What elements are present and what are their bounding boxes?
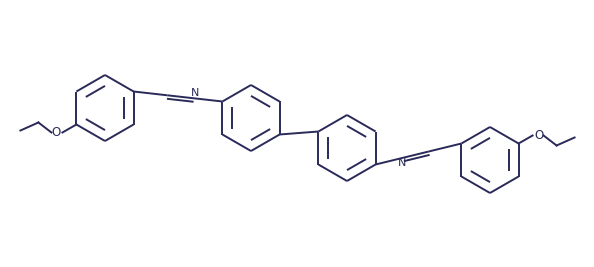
Text: N: N xyxy=(398,158,406,168)
Text: O: O xyxy=(534,129,543,142)
Text: O: O xyxy=(52,126,61,139)
Text: N: N xyxy=(191,88,199,98)
